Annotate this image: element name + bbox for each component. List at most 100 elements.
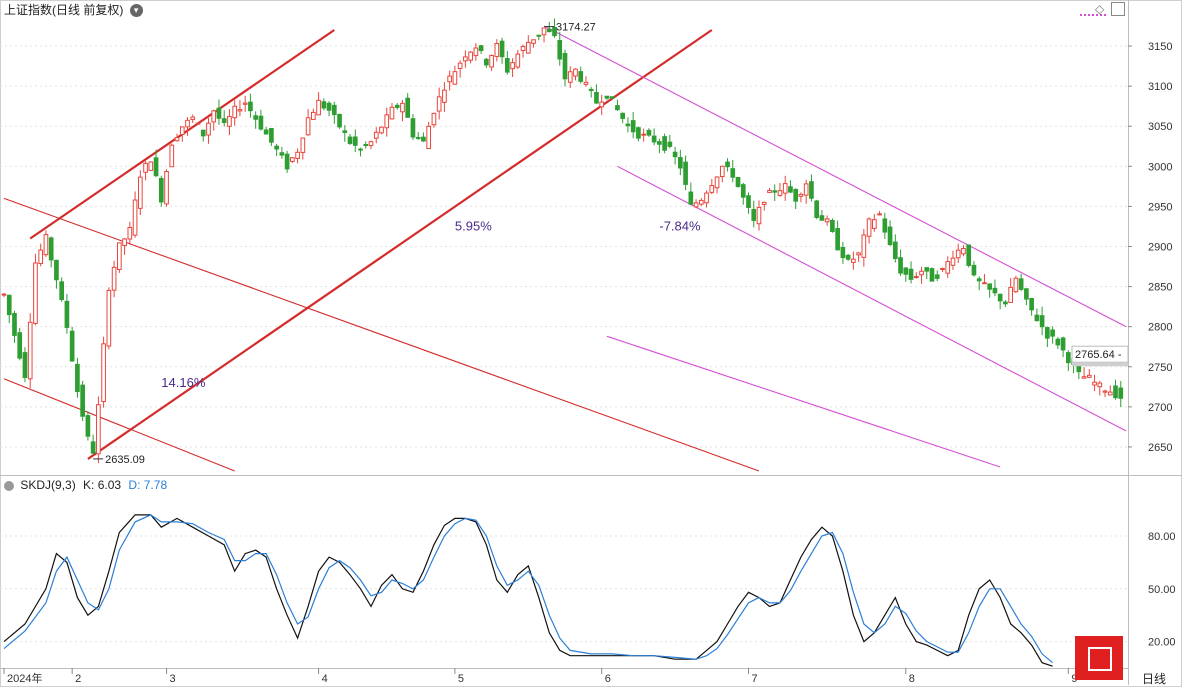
candle-up [756, 206, 762, 225]
candle-down [85, 415, 91, 437]
candle-down [651, 135, 657, 143]
chevron-down-icon[interactable]: ▾ [129, 4, 143, 18]
candle-down [924, 267, 930, 272]
candle-up [520, 46, 526, 52]
candle-up [1, 293, 7, 296]
period-label[interactable]: 日线 [1142, 672, 1167, 686]
candle-up [179, 126, 185, 136]
candle-down [216, 107, 222, 119]
candle-down [75, 363, 80, 393]
candle-down [662, 136, 667, 151]
price-tick-label: 2950 [1148, 201, 1172, 213]
candle-up [431, 112, 437, 126]
candle-up [945, 261, 951, 274]
candle-up [127, 226, 133, 240]
candle-down [678, 157, 683, 169]
candle-up [242, 102, 248, 105]
candle-down [6, 294, 12, 316]
candle-up [311, 111, 316, 120]
candle-down [830, 219, 835, 232]
candle-up [1097, 382, 1103, 388]
candle-down [971, 264, 977, 276]
skdj-tick-label: 20.00 [1148, 637, 1176, 649]
time-tick-label: 4 [322, 673, 328, 685]
maximize-icon[interactable] [1111, 2, 1125, 16]
candle-up [583, 81, 589, 85]
candle-up [473, 47, 479, 57]
candle-down [1118, 387, 1124, 399]
candle-up [300, 137, 306, 153]
candle-up [866, 218, 872, 237]
candle-down [536, 34, 542, 37]
time-tick-label: 2 [75, 673, 81, 685]
candle-down [588, 88, 594, 92]
skdj-k-line [3, 514, 1053, 667]
trendline-magenta [606, 335, 1001, 468]
candle-down [892, 241, 898, 259]
candle-up [436, 96, 442, 112]
candle-down [625, 123, 631, 127]
candle-up [43, 234, 49, 256]
candle-up [510, 62, 515, 70]
candle-up [122, 238, 127, 246]
candle-down [683, 161, 688, 185]
candle-down [258, 115, 264, 130]
candle-down [22, 352, 28, 379]
candle-down [908, 268, 914, 280]
red-action-button[interactable] [1075, 636, 1123, 680]
candle-down [552, 26, 557, 37]
time-tick-label: 2024年 [7, 671, 42, 685]
candle-down [1060, 337, 1066, 351]
candle-down [1065, 352, 1071, 364]
candle-down [80, 384, 85, 417]
candle-up [525, 41, 531, 54]
square-icon [1088, 647, 1112, 671]
candle-down [772, 190, 778, 193]
candle-down [835, 228, 840, 251]
indicator-menu-icon[interactable] [4, 480, 14, 491]
candle-up [798, 193, 804, 197]
candle-down [342, 130, 348, 133]
diamond-icon[interactable]: ◇ [1095, 2, 1105, 16]
price-tick-label: 3050 [1148, 121, 1172, 133]
candle-up [227, 116, 232, 127]
candle-down [987, 283, 993, 290]
candle-down [59, 281, 65, 301]
percent-annotation: 5.95% [455, 218, 492, 233]
trendline-red [87, 29, 713, 460]
candle-down [499, 40, 505, 58]
candle-down [615, 105, 620, 111]
candle-up [489, 54, 494, 68]
candle-down [394, 104, 400, 108]
candle-up [824, 218, 830, 223]
price-tick-label: 2750 [1148, 362, 1172, 374]
chart-title: 上证指数(日线 前复权) [4, 3, 124, 17]
candle-down [562, 52, 568, 80]
candle-down [934, 274, 940, 279]
candle-down [321, 101, 327, 109]
candle-up [106, 289, 112, 347]
candle-up [442, 89, 447, 103]
candle-up [761, 201, 767, 205]
candle-down [609, 96, 615, 99]
candle-up [961, 248, 966, 255]
price-tick-label: 3000 [1148, 161, 1172, 173]
candle-up [919, 270, 924, 276]
candle-down [657, 141, 662, 145]
candle-up [494, 43, 500, 57]
candle-up [368, 141, 374, 147]
time-tick-label: 8 [909, 673, 915, 685]
candle-down [284, 153, 290, 170]
candle-up [452, 71, 458, 85]
candle-up [457, 62, 463, 69]
high-price-label: 3174.27 [556, 22, 596, 34]
candle-up [1107, 391, 1113, 396]
candle-down [200, 129, 206, 137]
candle-down [966, 244, 972, 266]
candle-up [132, 199, 138, 236]
candle-down [882, 218, 888, 233]
candle-down [578, 71, 584, 82]
candle-up [195, 122, 201, 125]
candle-up [599, 101, 605, 108]
